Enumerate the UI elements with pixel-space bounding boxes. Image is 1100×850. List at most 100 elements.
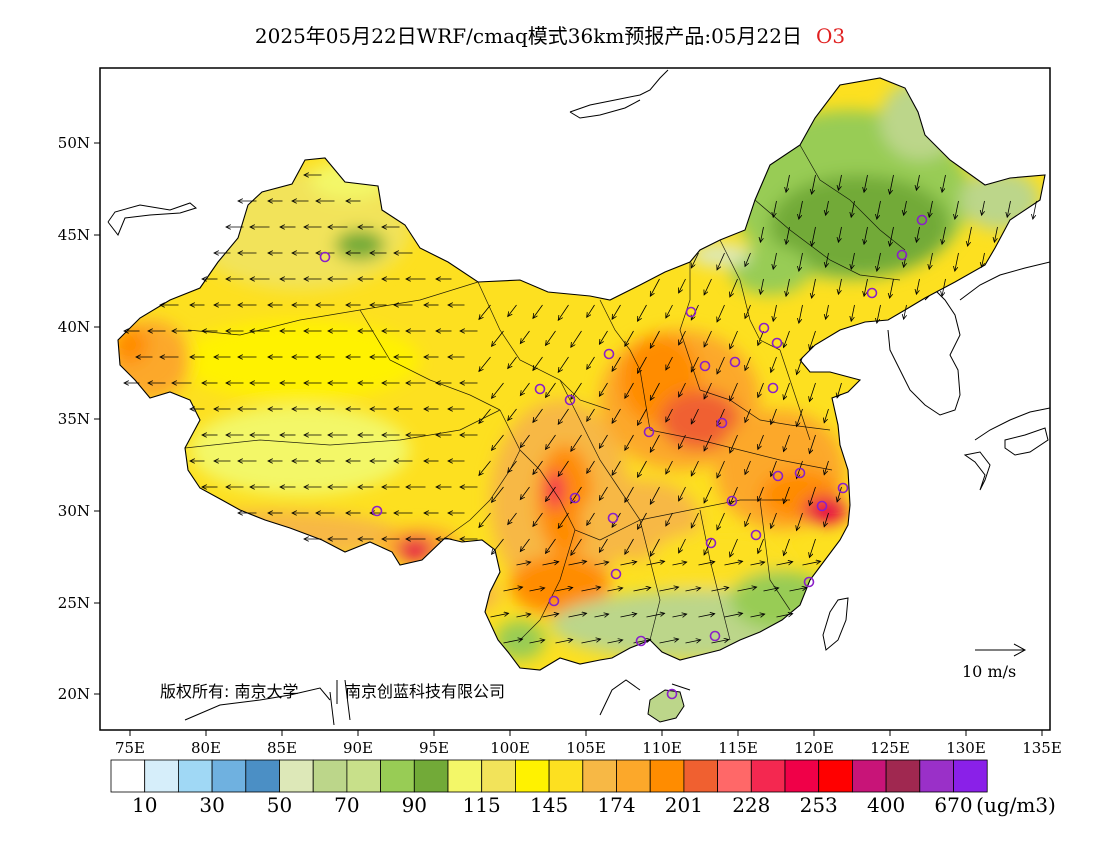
wind-arrow bbox=[916, 278, 920, 294]
wind-arrow bbox=[809, 434, 816, 454]
wind-arrow bbox=[558, 304, 569, 320]
wind-arrow bbox=[773, 304, 777, 321]
wind-arrow bbox=[809, 486, 816, 506]
wind-arrow bbox=[724, 613, 743, 618]
wind-arrow bbox=[546, 382, 556, 397]
wind-arrow bbox=[750, 562, 765, 565]
lon-label: 110E bbox=[642, 739, 682, 757]
wind-arrow bbox=[520, 486, 530, 500]
wind-arrow bbox=[809, 382, 816, 402]
legend-swatch bbox=[616, 759, 651, 793]
station-marker bbox=[699, 360, 711, 372]
lon-label: 130E bbox=[946, 739, 986, 757]
lon-label: 125E bbox=[870, 739, 910, 757]
wind-arrow bbox=[533, 460, 543, 474]
wind-arrow bbox=[890, 226, 894, 246]
wind-arrow bbox=[638, 408, 647, 425]
wind-arrow bbox=[672, 562, 687, 565]
legend-swatch bbox=[953, 759, 988, 793]
wind-arrow bbox=[799, 304, 803, 323]
wind-arrow bbox=[1007, 200, 1011, 217]
station-marker bbox=[866, 287, 878, 299]
legend-label: 10 bbox=[132, 793, 157, 817]
station-marker bbox=[771, 337, 783, 349]
wind-arrow bbox=[745, 304, 751, 318]
wind-arrow bbox=[691, 356, 699, 372]
wind-arrow bbox=[802, 561, 821, 566]
wind-arrow bbox=[698, 562, 715, 566]
wind-arrow bbox=[786, 174, 790, 192]
wind-arrow bbox=[797, 356, 803, 375]
wind-arrow bbox=[546, 486, 556, 501]
wind-arrow bbox=[851, 252, 855, 269]
station-marker bbox=[767, 382, 779, 394]
wind-arrow bbox=[771, 408, 777, 424]
legend-label: 50 bbox=[267, 793, 292, 817]
wind-arrow bbox=[625, 382, 634, 398]
legend-label: 670 bbox=[934, 793, 972, 817]
wind-arrow bbox=[704, 278, 712, 295]
wind-arrow bbox=[771, 460, 777, 476]
wind-arrow bbox=[809, 330, 816, 350]
wind-arrow bbox=[776, 562, 793, 566]
wind-arrow bbox=[730, 434, 738, 453]
wind-arrow bbox=[638, 356, 647, 373]
lon-label: 115E bbox=[718, 739, 758, 757]
wind-arrow bbox=[625, 330, 634, 346]
wind-arrow bbox=[599, 382, 608, 396]
wind-arrow bbox=[786, 278, 790, 296]
wind-arrow bbox=[773, 200, 777, 217]
wind-arrow bbox=[685, 588, 701, 591]
legend-swatch bbox=[110, 759, 146, 793]
wind-arrow bbox=[587, 460, 595, 473]
wind-arrow bbox=[558, 512, 569, 528]
wind-arrow bbox=[730, 382, 738, 401]
wind-arrow bbox=[666, 356, 673, 370]
wind-arrow bbox=[776, 614, 793, 618]
wind-arrow bbox=[587, 512, 595, 525]
wind-arrow bbox=[797, 460, 803, 479]
wind-arrow bbox=[571, 538, 582, 555]
legend-label: 30 bbox=[199, 793, 224, 817]
wind-arrow bbox=[571, 330, 582, 347]
title-variable: O3 bbox=[815, 24, 846, 48]
wind-arrow bbox=[666, 304, 673, 318]
wind-arrow bbox=[492, 382, 504, 398]
wind-arrow bbox=[824, 512, 829, 527]
legend-label: 145 bbox=[530, 793, 568, 817]
wind-arrow bbox=[625, 486, 634, 502]
wind-arrow bbox=[625, 538, 634, 554]
legend-swatch bbox=[919, 759, 954, 793]
wind-arrow bbox=[826, 304, 829, 319]
wind-arrow bbox=[516, 614, 531, 617]
station-marker bbox=[816, 500, 828, 512]
station-marker bbox=[794, 467, 806, 479]
lon-label: 95E bbox=[419, 739, 449, 757]
wind-arrow bbox=[799, 252, 803, 271]
wind-arrow bbox=[864, 278, 868, 296]
station-marker bbox=[607, 512, 619, 524]
wind-arrow bbox=[633, 588, 651, 592]
wind-scale-label: 10 m/s bbox=[962, 662, 1016, 681]
chart-title: 2025年05月22日WRF/cmaq模式36km预报产品:05月22日 O3 bbox=[0, 20, 1100, 49]
wind-arrow bbox=[558, 460, 569, 476]
wind-arrow bbox=[711, 640, 729, 644]
legend-swatch bbox=[784, 759, 820, 793]
wind-arrow bbox=[620, 562, 637, 566]
lat-label: 50N bbox=[58, 134, 90, 152]
wind-arrow bbox=[812, 174, 816, 194]
wind-arrow bbox=[942, 226, 946, 244]
station-marker bbox=[758, 322, 770, 334]
legend-label: 228 bbox=[732, 793, 770, 817]
wind-arrow bbox=[503, 587, 523, 592]
legend-swatch bbox=[885, 759, 921, 793]
wind-arrow bbox=[784, 434, 790, 452]
legend-color-bar bbox=[110, 759, 988, 793]
wind-arrow bbox=[558, 356, 569, 372]
station-markers bbox=[319, 214, 928, 700]
wind-arrow bbox=[533, 408, 543, 422]
wind-arrow bbox=[492, 434, 504, 450]
wind-arrow bbox=[555, 588, 573, 592]
station-marker bbox=[750, 529, 762, 541]
lon-label: 80E bbox=[191, 739, 221, 757]
